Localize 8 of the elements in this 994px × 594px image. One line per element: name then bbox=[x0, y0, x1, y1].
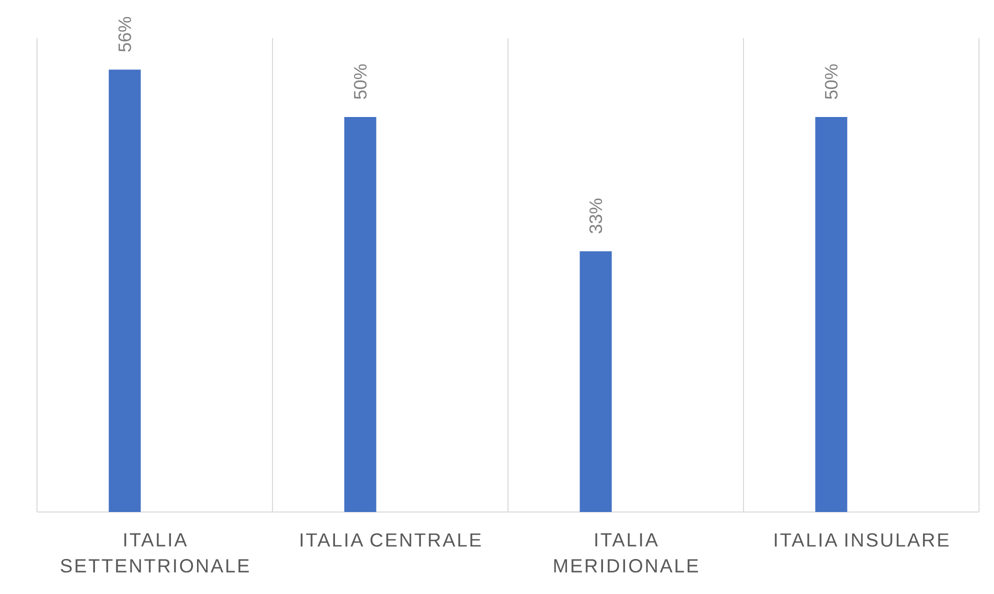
x-tick-label: ITALIA SETTENTRIONALE bbox=[60, 533, 249, 573]
x-tick-label: ITALIA INSULARE bbox=[774, 533, 949, 547]
x-tick-label: ITALIA MERIDIONALE bbox=[554, 533, 698, 573]
data-label: 33% bbox=[589, 198, 602, 234]
data-label: 50% bbox=[824, 64, 838, 100]
data-label: 50% bbox=[354, 64, 367, 100]
x-tick-label: ITALIA CENTRALE bbox=[300, 533, 481, 547]
data-label: 56% bbox=[118, 16, 132, 52]
